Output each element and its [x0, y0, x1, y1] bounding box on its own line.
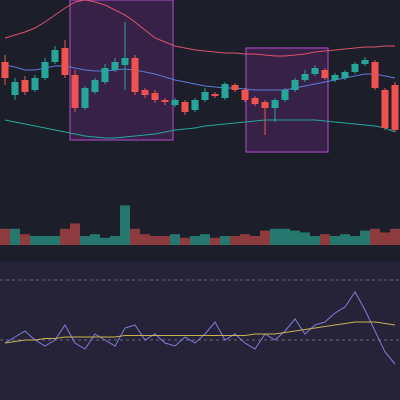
volume-bar: [230, 236, 240, 245]
candle-body: [341, 72, 349, 78]
volume-bar: [310, 236, 320, 245]
volume-bar: [260, 230, 270, 245]
candle-body: [351, 64, 359, 72]
candle-body: [281, 90, 289, 100]
volume-bar: [60, 228, 70, 245]
candle-body: [261, 102, 269, 108]
candle-body: [21, 80, 29, 92]
volume-bar: [110, 236, 120, 245]
volume-bar: [370, 228, 380, 245]
volume-bar: [30, 236, 40, 245]
line-upper: [4, 0, 395, 57]
volume-bar: [50, 236, 60, 245]
volume-bar: [320, 234, 330, 245]
candle-body: [91, 80, 99, 92]
line-lower: [4, 119, 396, 139]
volume-bar: [140, 234, 150, 245]
candle-body: [61, 48, 69, 75]
volume-bar: [0, 228, 10, 245]
candle-body: [241, 90, 249, 100]
line-middle: [4, 64, 396, 91]
candle-body: [71, 75, 79, 108]
volume-bar: [350, 236, 360, 245]
candle-body: [101, 68, 109, 82]
volume-bar: [180, 237, 190, 245]
volume-bar: [90, 234, 100, 245]
line-signal: [4, 321, 396, 344]
volume-bar: [290, 230, 300, 245]
volume-bar: [70, 223, 80, 245]
candle-body: [181, 102, 189, 112]
volume-bar: [360, 230, 370, 245]
candle-body: [111, 62, 119, 70]
candle-body: [331, 75, 339, 80]
volume-bar: [120, 205, 130, 245]
candle-body: [221, 84, 229, 98]
volume-bar: [170, 234, 180, 245]
candle-body: [311, 68, 319, 74]
price-pane: [0, 0, 400, 262]
volume-bar: [330, 236, 340, 245]
candle-body: [251, 98, 259, 104]
candle-body: [371, 62, 379, 88]
volume-bar: [280, 228, 290, 245]
candle-body: [361, 60, 369, 64]
volume-bar: [80, 236, 90, 245]
candle-body: [141, 90, 149, 95]
volume-bar: [160, 236, 170, 245]
volume-bar: [240, 234, 250, 245]
volume-bar: [210, 237, 220, 245]
candle-body: [211, 94, 219, 96]
candle-body: [131, 58, 139, 92]
candle-body: [291, 80, 299, 90]
oscillator-pane: [0, 262, 400, 400]
candle-body: [321, 70, 329, 78]
candle-body: [391, 85, 399, 130]
volume-bar: [300, 232, 310, 245]
candle-body: [41, 62, 49, 78]
volume-bar: [150, 236, 160, 245]
candle-body: [381, 90, 389, 128]
candle-body: [1, 62, 9, 78]
volume-bar: [20, 234, 30, 245]
candle-body: [161, 100, 169, 102]
volume-bar: [130, 228, 140, 245]
candle-body: [31, 78, 39, 90]
candle-body: [51, 50, 59, 62]
volume-bar: [190, 236, 200, 245]
candle-body: [191, 100, 199, 110]
candle-body: [201, 92, 209, 100]
candle-body: [271, 100, 279, 108]
candle-body: [301, 74, 309, 80]
volume-bar: [380, 232, 390, 245]
volume-bar: [250, 236, 260, 245]
candle-body: [81, 88, 89, 108]
volume-bar: [10, 228, 20, 245]
volume-bar: [390, 228, 400, 245]
candle-body: [231, 85, 239, 90]
marks: [0, 0, 400, 365]
candle-body: [121, 58, 129, 65]
candle-body: [11, 82, 19, 95]
volume-bar: [340, 234, 350, 245]
candle-body: [151, 93, 159, 100]
line-rsi: [4, 291, 396, 365]
volume-bar: [270, 228, 280, 245]
volume-bar: [200, 234, 210, 245]
candle-body: [171, 100, 179, 105]
volume-bar: [220, 236, 230, 245]
volume-bar: [40, 236, 50, 245]
volume-bar: [100, 237, 110, 245]
